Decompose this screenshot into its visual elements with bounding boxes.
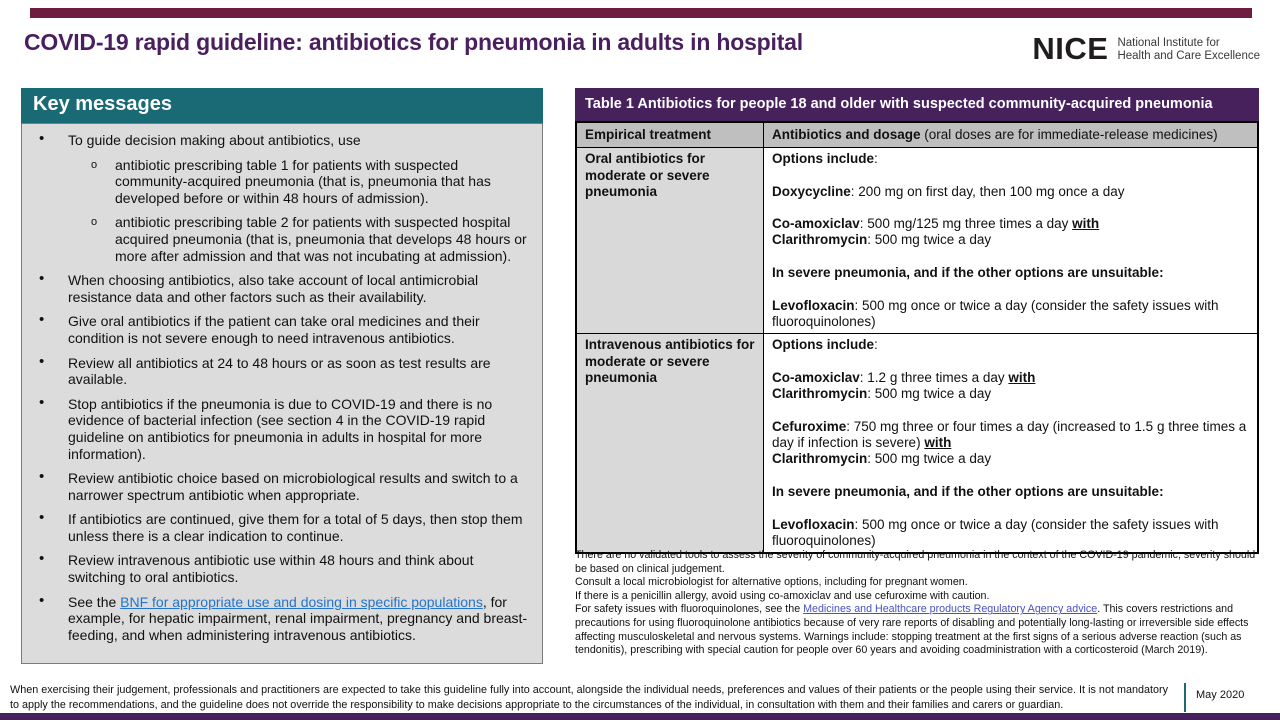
column-header-empirical-treatment: Empirical treatment [575, 121, 764, 148]
footnote: Consult a local microbiologist for alter… [575, 576, 968, 589]
key-message-item: When choosing antibiotics, also take acc… [22, 271, 530, 305]
table-footnotes: There are no validated tools to assess t… [575, 549, 1263, 658]
dosage-cell-oral: Options include: Doxycycline: 200 mg on … [763, 146, 1259, 335]
table-cell-line: Co-amoxiclav: 500 mg/125 mg three times … [772, 216, 1100, 232]
table-cell-line: Clarithromycin: 500 mg twice a day [772, 386, 992, 402]
table-cell-line [772, 281, 1249, 297]
bottom-rule [0, 713, 1280, 720]
key-messages-header: Key messages [21, 88, 543, 123]
table-cell-line: Levofloxacin: 500 mg once or twice a day… [772, 297, 1219, 329]
mhra-link[interactable]: Medicines and Healthcare products Regula… [803, 603, 1098, 616]
footer-date-divider [1184, 683, 1186, 712]
table-cell-line: In severe pneumonia, and if the other op… [772, 265, 1164, 281]
key-message-subitem: antibiotic prescribing table 2 for patie… [22, 214, 530, 264]
table-cell-line [772, 468, 1249, 484]
treatment-cell-oral: Oral antibiotics for moderate or severe … [575, 146, 764, 335]
column-header-bold: Antibiotics and dosage [772, 127, 921, 142]
table-cell-line: In severe pneumonia, and if the other op… [772, 483, 1164, 499]
table-cell-line [772, 500, 1249, 516]
table-cell-line: Options include: [772, 337, 878, 353]
treatment-cell-intravenous: Intravenous antibiotics for moderate or … [575, 333, 764, 554]
table-cell-line [772, 402, 1249, 418]
key-messages-list: To guide decision making about antibioti… [21, 123, 543, 664]
key-message-item: Review all antibiotics at 24 to 48 hours… [22, 354, 530, 388]
footnote: There are no validated tools to assess t… [575, 549, 1256, 575]
table-cell-line: Levofloxacin: 500 mg once or twice a day… [772, 516, 1219, 548]
column-header-antibiotics-dosage: Antibiotics and dosage (oral doses are f… [763, 121, 1259, 148]
key-message-item: See the BNF for appropriate use and dosi… [22, 593, 530, 644]
nice-logo-tagline-line2: Health and Care Excellence [1117, 50, 1260, 62]
page-title: COVID-19 rapid guideline: antibiotics fo… [24, 29, 803, 55]
footer-disclaimer: When exercising their judgement, profess… [10, 684, 1168, 711]
key-message-item: Stop antibiotics if the pneumonia is due… [22, 395, 530, 462]
antibiotics-table: Empirical treatment Antibiotics and dosa… [575, 121, 1259, 555]
nice-logo-acronym: NICE [1032, 31, 1109, 66]
footnote: For safety issues with fluoroquinolones,… [575, 603, 1249, 657]
key-message-item: Review intravenous antibiotic use within… [22, 551, 530, 585]
table-title: Table 1 Antibiotics for people 18 and ol… [575, 88, 1259, 121]
table-cell-line [772, 167, 1249, 183]
key-message-item: Review antibiotic choice based on microb… [22, 469, 530, 503]
table-cell-line: Clarithromycin: 500 mg twice a day [772, 451, 992, 467]
top-rule [30, 8, 1252, 18]
key-message-item: If antibiotics are continued, give them … [22, 510, 530, 544]
table-cell-line: Options include: [772, 151, 878, 166]
key-messages-panel: Key messages To guide decision making ab… [21, 88, 543, 664]
nice-logo-tagline-line1: National Institute for [1117, 37, 1220, 49]
table-row: Intravenous antibiotics for moderate or … [575, 333, 1259, 554]
table-header-row: Empirical treatment Antibiotics and dosa… [575, 121, 1259, 148]
column-header-note: (oral doses are for immediate-release me… [920, 127, 1218, 142]
table-cell-line [772, 354, 1249, 370]
table-cell-line: Cefuroxime: 750 mg three or four times a… [772, 418, 1247, 451]
key-message-item: To guide decision making about antibioti… [22, 131, 530, 149]
table-cell-line: Doxycycline: 200 mg on first day, then 1… [772, 183, 1125, 199]
footnote: If there is a penicillin allergy, avoid … [575, 589, 990, 602]
table-cell-line: Clarithromycin: 500 mg twice a day [772, 232, 992, 248]
antibiotics-table-panel: Table 1 Antibiotics for people 18 and ol… [575, 88, 1259, 555]
footer-date: May 2020 [1196, 689, 1245, 701]
dosage-cell-intravenous: Options include: Co-amoxiclav: 1.2 g thr… [763, 333, 1259, 554]
table-cell-line [772, 249, 1249, 265]
table-row: Oral antibiotics for moderate or severe … [575, 146, 1259, 335]
key-message-subitem: antibiotic prescribing table 1 for patie… [22, 157, 530, 207]
key-message-item: Give oral antibiotics if the patient can… [22, 312, 530, 346]
nice-logo-tagline: National Institute for Health and Care E… [1117, 34, 1260, 63]
bnf-link[interactable]: BNF for appropriate use and dosing in sp… [120, 593, 483, 610]
table-cell-line: Co-amoxiclav: 1.2 g three times a day wi… [772, 369, 1036, 385]
table-cell-line [772, 200, 1249, 216]
nice-logo: NICE National Institute for Health and C… [1032, 31, 1260, 66]
